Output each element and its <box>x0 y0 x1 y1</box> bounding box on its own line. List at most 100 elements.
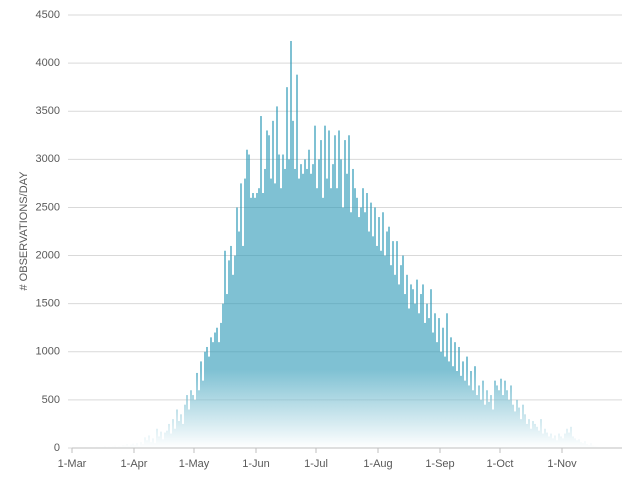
bar <box>368 231 370 448</box>
bar <box>418 313 420 448</box>
bar <box>130 444 132 448</box>
bar <box>150 442 152 448</box>
bar <box>232 274 234 448</box>
bar <box>366 193 368 448</box>
bar <box>188 409 190 448</box>
bar <box>538 430 540 448</box>
bar <box>364 212 366 448</box>
bar <box>456 371 458 448</box>
bar <box>102 446 104 448</box>
bar <box>466 356 468 448</box>
bar <box>320 140 322 449</box>
bar <box>508 399 510 448</box>
bar <box>444 356 446 448</box>
bar <box>318 159 320 449</box>
x-tick-label: 1-Oct <box>487 458 514 470</box>
bar <box>176 409 178 448</box>
bar <box>592 445 594 448</box>
bar <box>158 436 160 448</box>
bar <box>408 308 410 448</box>
bar <box>136 443 138 448</box>
y-tick-label: 4000 <box>36 57 60 69</box>
bar <box>500 378 502 448</box>
bar <box>354 188 356 448</box>
bar <box>192 395 194 448</box>
bar <box>458 346 460 448</box>
bar <box>476 395 478 448</box>
bar <box>160 431 162 448</box>
bar <box>514 411 516 448</box>
bar <box>404 294 406 448</box>
bar <box>120 446 122 448</box>
bar <box>506 390 508 448</box>
bar <box>426 303 428 448</box>
bar <box>490 395 492 448</box>
bar <box>440 351 442 448</box>
bar <box>384 255 386 448</box>
bar <box>348 135 350 448</box>
bar <box>556 440 558 448</box>
bar <box>304 159 306 449</box>
bar <box>594 446 596 448</box>
y-tick-label: 3500 <box>36 105 60 117</box>
bar <box>446 313 448 448</box>
bar <box>562 438 564 448</box>
bar <box>504 380 506 448</box>
bar <box>596 446 598 448</box>
bar <box>246 149 248 448</box>
bar <box>242 245 244 448</box>
bar <box>316 188 318 448</box>
bar <box>532 421 534 448</box>
bar <box>464 380 466 448</box>
bar <box>488 401 490 448</box>
bar <box>462 361 464 448</box>
bar <box>226 294 228 448</box>
bar <box>132 443 134 448</box>
x-tick-label: 1-Nov <box>547 458 577 470</box>
y-tick-label: 500 <box>42 394 60 406</box>
x-tick-label: 1-Sep <box>425 458 454 470</box>
bar <box>496 385 498 448</box>
bar <box>256 193 258 448</box>
bar <box>442 327 444 448</box>
y-tick-label: 2000 <box>36 249 60 261</box>
bar <box>570 426 572 448</box>
bar <box>430 289 432 448</box>
bar <box>398 284 400 448</box>
bar <box>434 313 436 448</box>
bar <box>286 87 288 449</box>
bar <box>510 385 512 448</box>
bar <box>172 419 174 448</box>
bar <box>578 439 580 448</box>
bar <box>298 178 300 449</box>
bar <box>266 130 268 448</box>
bar <box>138 446 140 448</box>
bar <box>196 372 198 448</box>
bar <box>234 255 236 448</box>
bar <box>134 445 136 448</box>
bar <box>586 444 588 448</box>
y-tick-label: 2500 <box>36 201 60 213</box>
bar <box>400 265 402 448</box>
bar <box>326 178 328 449</box>
bar <box>574 438 576 448</box>
bar <box>254 197 256 448</box>
x-tick-label: 1-Jul <box>304 458 328 470</box>
bar <box>182 423 184 448</box>
bar <box>558 433 560 448</box>
bar <box>480 399 482 448</box>
bar <box>212 342 214 448</box>
bar <box>568 432 570 448</box>
bar <box>338 130 340 448</box>
bar <box>346 173 348 448</box>
bar <box>494 380 496 448</box>
bar <box>324 125 326 449</box>
bar <box>166 430 168 448</box>
bar <box>168 423 170 448</box>
bar <box>560 436 562 448</box>
bar <box>468 385 470 448</box>
bar <box>124 445 126 448</box>
bar <box>492 409 494 448</box>
bar <box>112 446 114 448</box>
